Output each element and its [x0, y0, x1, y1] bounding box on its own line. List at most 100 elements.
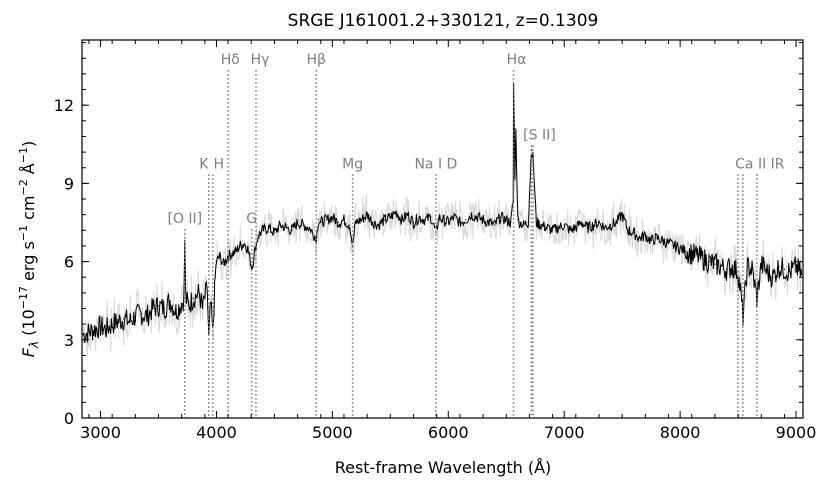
y-tick-label: 0 [64, 409, 74, 428]
spectrum-point [621, 214, 623, 216]
spectrum-point [352, 245, 354, 247]
plot-area: [O II] K H Hδ G Hγ Hβ Mg Na I D Hα [S II] Ca II IR [82, 52, 803, 418]
spectrum-point [783, 268, 786, 270]
spectrum-point [383, 219, 386, 221]
spectrum-point [297, 221, 299, 224]
spectral-line-label: H [213, 156, 224, 172]
spectrum-point [751, 268, 753, 270]
spectrum-point [586, 227, 589, 229]
spectrum-point [513, 83, 515, 85]
spectrum-point [488, 221, 490, 224]
spectrum-point [679, 248, 681, 250]
spectral-line-label: [S II] [523, 128, 556, 144]
spectral-line-label: Mg [342, 156, 363, 172]
spectrum-point [268, 227, 270, 229]
x-tick-label: 7000 [544, 423, 585, 442]
spectrum-point [778, 266, 780, 268]
spectrum-point [188, 305, 190, 307]
spectrum-point [523, 224, 525, 226]
spectrum-point [512, 201, 514, 203]
spectrum-point [181, 302, 183, 304]
spectral-line-label: Hδ [221, 52, 240, 68]
spectral-line-label: [O II] [167, 211, 202, 227]
spectrum-point [210, 302, 212, 304]
spectrum-point [552, 229, 554, 231]
spectrum-point [262, 229, 264, 231]
spectrum-point [94, 328, 96, 330]
spectrum-point [366, 214, 368, 216]
spectrum-point [317, 219, 320, 221]
spectrum-point [482, 219, 484, 221]
spectrum-point [691, 253, 693, 255]
spectrum-point [519, 221, 521, 224]
spectrum-point [514, 175, 516, 177]
spectrum-point [494, 224, 496, 226]
spectrum-point [343, 219, 345, 221]
spectrum-point [447, 221, 449, 224]
spectrum-point [202, 307, 204, 310]
spectrum-point [247, 248, 249, 250]
spectrum-point [424, 219, 426, 221]
spectrum-point [273, 232, 275, 234]
spectrum-point [349, 224, 351, 226]
spectrum-point [111, 323, 113, 325]
spectrum-point [708, 261, 710, 263]
spectrum-point [230, 253, 233, 255]
spectrum-point [243, 242, 245, 244]
spectrum-point [604, 227, 606, 229]
spectrum-point [610, 224, 612, 226]
spectrum-point [739, 289, 742, 291]
spectrum-point [592, 224, 594, 226]
x-tick-label: 5000 [312, 423, 353, 442]
spectrum-point [656, 237, 658, 239]
spectrum-point [441, 219, 444, 221]
spectrum-point [430, 216, 432, 218]
spectrum-point [360, 219, 362, 221]
spectrum-point [546, 227, 548, 229]
spectrum-point [696, 255, 699, 257]
spectrum-point [615, 221, 618, 224]
spectrum-point [575, 227, 577, 229]
x-tick-label: 9000 [776, 423, 817, 442]
spectrum-point [257, 234, 259, 237]
x-tick-label: 8000 [660, 423, 701, 442]
spectrum-point [184, 240, 186, 242]
spectral-line-label: G [246, 211, 257, 227]
spectrum-point [395, 211, 397, 213]
spectrum-error [82, 95, 803, 357]
spectrum-point [650, 240, 652, 242]
spectrum-point [662, 240, 664, 242]
spectrum-point [134, 315, 136, 317]
spectrum-point [105, 328, 107, 330]
spectral-line-label: Na I D [414, 156, 457, 172]
spectrum-point [598, 221, 600, 224]
spectrum-point [499, 216, 502, 218]
spectrum-point [175, 310, 177, 312]
spectrum-point [253, 258, 255, 260]
spectrum-point [117, 320, 119, 323]
spectrum-point [82, 334, 84, 336]
spectrum-point [627, 229, 629, 231]
y-axis-label: Fλ (10−17 erg s−1 cm−2 Å−1) [17, 141, 41, 357]
spectrum-point [99, 326, 102, 328]
spectrum-point [219, 255, 221, 257]
spectrum-point [731, 266, 733, 268]
spectrum-point [227, 255, 229, 257]
spectrum-point [470, 214, 473, 216]
spectrum-point [418, 216, 420, 218]
spectral-line-label: Hβ [307, 52, 326, 68]
spectrum-point [746, 266, 749, 268]
spectrum-point [465, 219, 467, 221]
spectrum-point [206, 287, 208, 289]
spectrum-point [789, 271, 791, 273]
spectrum-point [766, 271, 768, 273]
spectrum-point [331, 216, 333, 218]
spectrum-point [540, 224, 542, 226]
spectrum-point [235, 250, 237, 252]
y-tick-label: 6 [64, 253, 74, 272]
spectrum-point [772, 276, 774, 278]
spectrum-point [239, 245, 241, 247]
spectrum-point [222, 263, 224, 265]
spectrum-point [378, 224, 380, 226]
spectrum-point [476, 216, 478, 218]
